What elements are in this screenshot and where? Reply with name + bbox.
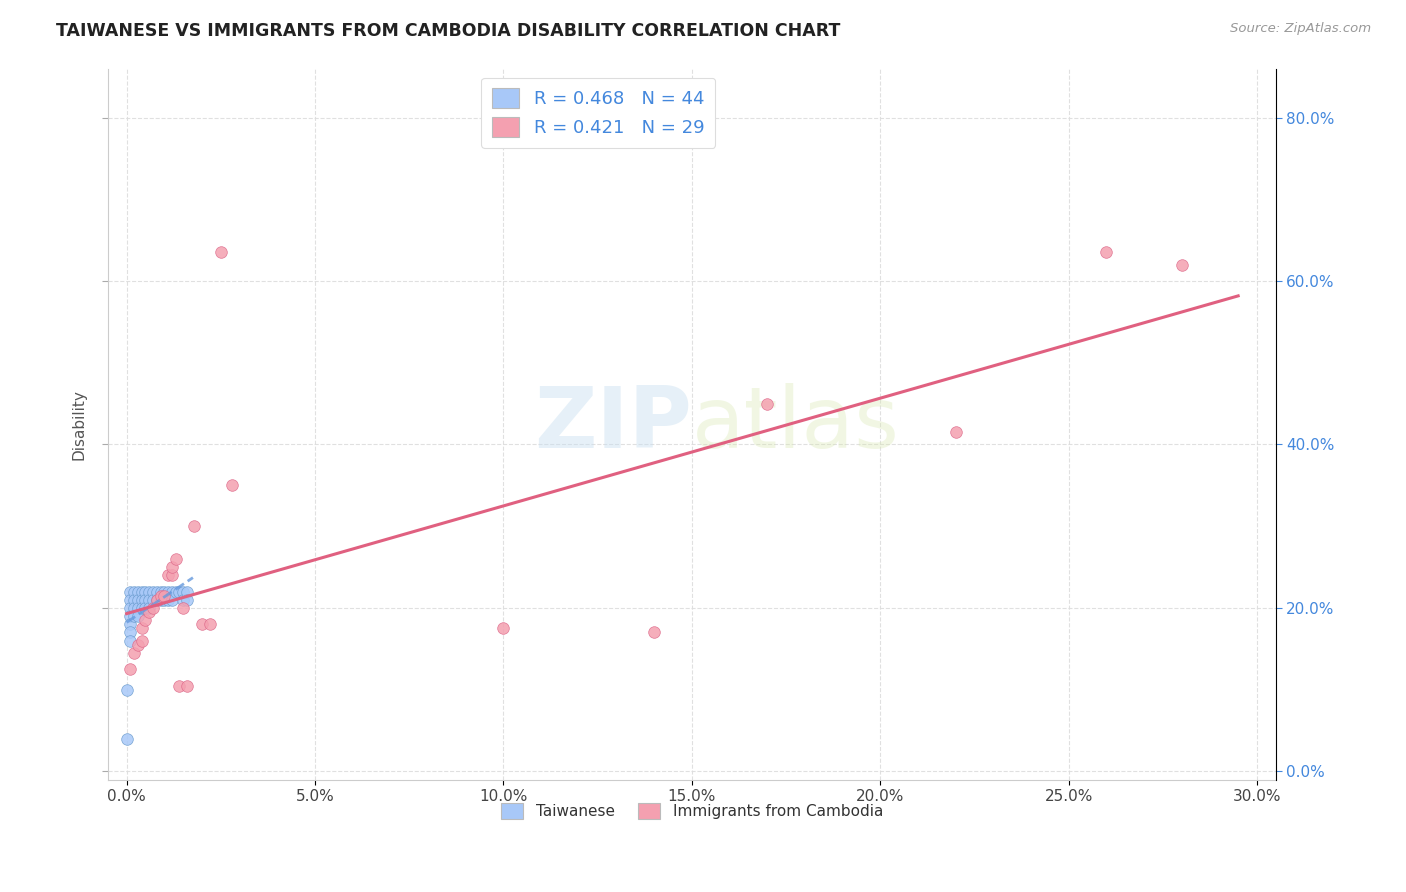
Point (131, 633, 153, 648)
Point (157, 584, 180, 599)
Y-axis label: Disability: Disability (72, 389, 86, 459)
Point (945, 425, 967, 440)
Point (122, 592, 145, 607)
Point (1170, 258, 1192, 272)
Point (153, 589, 176, 603)
Point (134, 584, 156, 599)
Point (176, 592, 198, 607)
Point (127, 609, 149, 624)
Point (120, 601, 142, 615)
Point (134, 601, 156, 615)
Point (127, 584, 149, 599)
Point (165, 584, 187, 599)
Point (643, 625, 665, 640)
Point (131, 592, 153, 607)
Point (183, 519, 205, 533)
Point (138, 592, 160, 607)
Legend: Taiwanese, Immigrants from Cambodia: Taiwanese, Immigrants from Cambodia (495, 797, 889, 825)
Point (145, 584, 167, 599)
Point (492, 621, 515, 635)
Point (172, 584, 194, 599)
Text: TAIWANESE VS IMMIGRANTS FROM CAMBODIA DISABILITY CORRELATION CHART: TAIWANESE VS IMMIGRANTS FROM CAMBODIA DI… (56, 22, 841, 40)
Text: Source: ZipAtlas.com: Source: ZipAtlas.com (1230, 22, 1371, 36)
Point (157, 592, 180, 607)
Point (115, 731, 138, 746)
Point (134, 592, 156, 607)
Point (142, 592, 165, 607)
Point (127, 601, 149, 615)
Point (122, 646, 145, 660)
Point (169, 584, 191, 599)
Point (120, 592, 142, 607)
Point (122, 601, 145, 615)
Point (169, 679, 191, 693)
Point (149, 584, 172, 599)
Point (131, 584, 153, 599)
Point (127, 638, 149, 652)
Text: atlas: atlas (692, 383, 900, 466)
Point (160, 568, 183, 582)
Point (198, 617, 221, 632)
Point (120, 617, 142, 632)
Point (172, 592, 194, 607)
Point (756, 396, 779, 410)
Point (120, 584, 142, 599)
Point (138, 584, 160, 599)
Point (142, 584, 165, 599)
Point (165, 552, 187, 566)
Point (176, 679, 198, 693)
Point (160, 592, 183, 607)
Point (145, 592, 167, 607)
Point (160, 560, 183, 574)
Point (134, 613, 156, 627)
Point (120, 625, 142, 640)
Point (131, 601, 153, 615)
Point (149, 592, 172, 607)
Point (120, 633, 142, 648)
Point (127, 592, 149, 607)
Point (172, 601, 194, 615)
Point (176, 584, 198, 599)
Point (115, 682, 138, 697)
Point (142, 601, 165, 615)
Point (122, 609, 145, 624)
Point (160, 584, 183, 599)
Point (131, 621, 153, 635)
Text: ZIP: ZIP (534, 383, 692, 466)
Point (138, 601, 160, 615)
Point (153, 592, 176, 607)
Point (145, 592, 167, 607)
Point (157, 568, 180, 582)
Point (209, 245, 232, 260)
Point (153, 584, 176, 599)
Point (221, 478, 243, 492)
Point (191, 617, 214, 632)
Point (120, 609, 142, 624)
Point (149, 589, 172, 603)
Point (1095, 245, 1118, 260)
Point (122, 584, 145, 599)
Point (120, 662, 142, 676)
Point (138, 605, 160, 619)
